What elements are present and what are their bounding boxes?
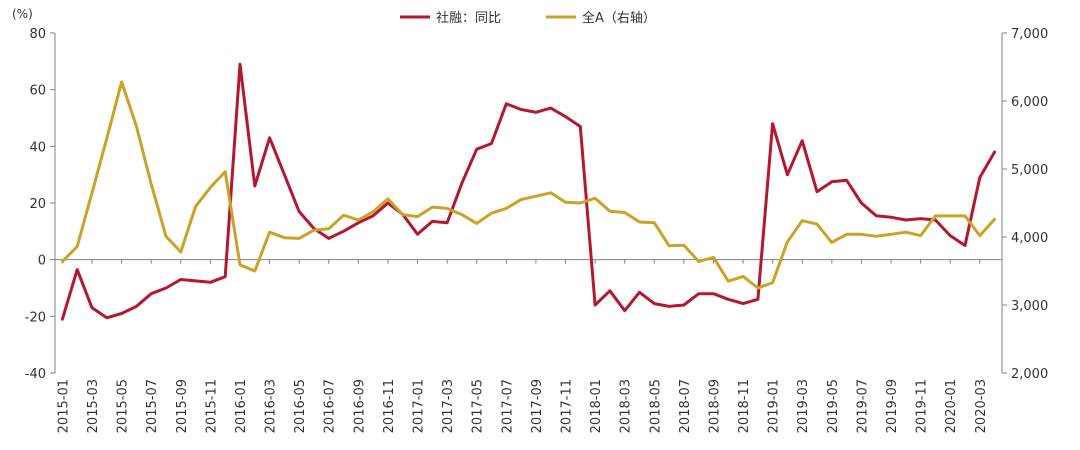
x-axis-tick-label: 2016-01 [234,379,249,433]
x-axis-tick-label: 2017-09 [530,379,545,433]
x-axis-tick-label: 2016-05 [293,379,308,433]
legend-label-all-a: 全A（右轴） [582,10,656,26]
x-axis-tick-label: 2015-07 [145,379,160,433]
x-axis-tick-label: 2019-03 [796,379,811,433]
x-axis-tick-label: 2018-11 [737,379,752,433]
x-axis-tick-label: 2015-11 [204,379,219,433]
series-line-social-financing-yoy [60,62,997,321]
series-layer [60,62,997,321]
legend: 社融：同比 全A（右轴） [400,10,656,26]
x-axis-tick-label: 2019-07 [855,379,870,433]
x-axis-tick-label: 2015-03 [86,379,101,433]
x-axis-tick-label: 2017-03 [441,379,456,433]
left-axis-tick-label: 60 [29,84,46,99]
left-axis-tick-label: -20 [25,310,46,325]
x-axis-tick-label: 2020-01 [944,379,959,433]
x-axis-tick-label: 2018-05 [648,379,663,433]
x-axis-tick-label: 2020-03 [974,379,989,433]
x-axis-tick-label: 2018-09 [707,379,722,433]
x-axis-tick-label: 2015-01 [56,379,71,433]
x-axis-tick-label: 2016-03 [264,379,279,433]
x-axis-tick-label: 2019-09 [885,379,900,433]
x-axis: 2015-01 2015-03 2015-05 2015-07 2015-09 2015-… [55,259,1002,433]
legend-label-social-financing: 社融：同比 [436,10,501,26]
x-axis-tick-label: 2018-03 [619,379,634,433]
right-axis-tick-label: 5,000 [1011,163,1048,178]
x-axis-tick-label: 2017-01 [412,379,427,433]
x-axis-tick-label: 2018-01 [589,379,604,433]
left-axis-tick-label: -40 [25,367,46,382]
left-axis-tick-label: 20 [29,197,46,212]
x-axis-tick-label: 2016-09 [352,379,367,433]
x-axis-tick-label: 2018-07 [678,379,693,433]
x-axis-tick-label: 2017-07 [500,379,515,433]
left-axis-tick-label: 80 [29,27,46,42]
left-axis-tick-label: 0 [38,254,46,269]
x-axis-tick-label: 2019-05 [826,379,841,433]
right-axis-tick-label: 2,000 [1011,367,1048,382]
left-axis-tick-label: 40 [29,140,46,155]
x-axis-tick-label: 2019-01 [767,379,782,433]
x-axis-tick-label: 2016-11 [382,379,397,433]
right-axis-tick-label: 6,000 [1011,95,1048,110]
right-axis-tick-label: 4,000 [1011,231,1048,246]
x-axis-tick-label: 2017-11 [559,379,574,433]
x-axis-tick-label: 2017-05 [471,379,486,433]
left-axis: -40 -20 0 20 40 60 80 [25,27,56,382]
left-axis-unit: (%) [12,7,33,21]
right-axis-tick-label: 7,000 [1011,27,1048,42]
x-axis-tick-label: 2016-07 [323,379,338,433]
x-axis-tick-label: 2015-09 [175,379,190,433]
x-axis-tick-label: 2015-05 [116,379,131,433]
x-axis-tick-label: 2019-11 [915,379,930,433]
right-axis: 2,000 3,000 4,000 5,000 6,000 7,000 [1001,27,1048,382]
right-axis-tick-label: 3,000 [1011,299,1048,314]
series-line-all-a-index [60,80,997,290]
